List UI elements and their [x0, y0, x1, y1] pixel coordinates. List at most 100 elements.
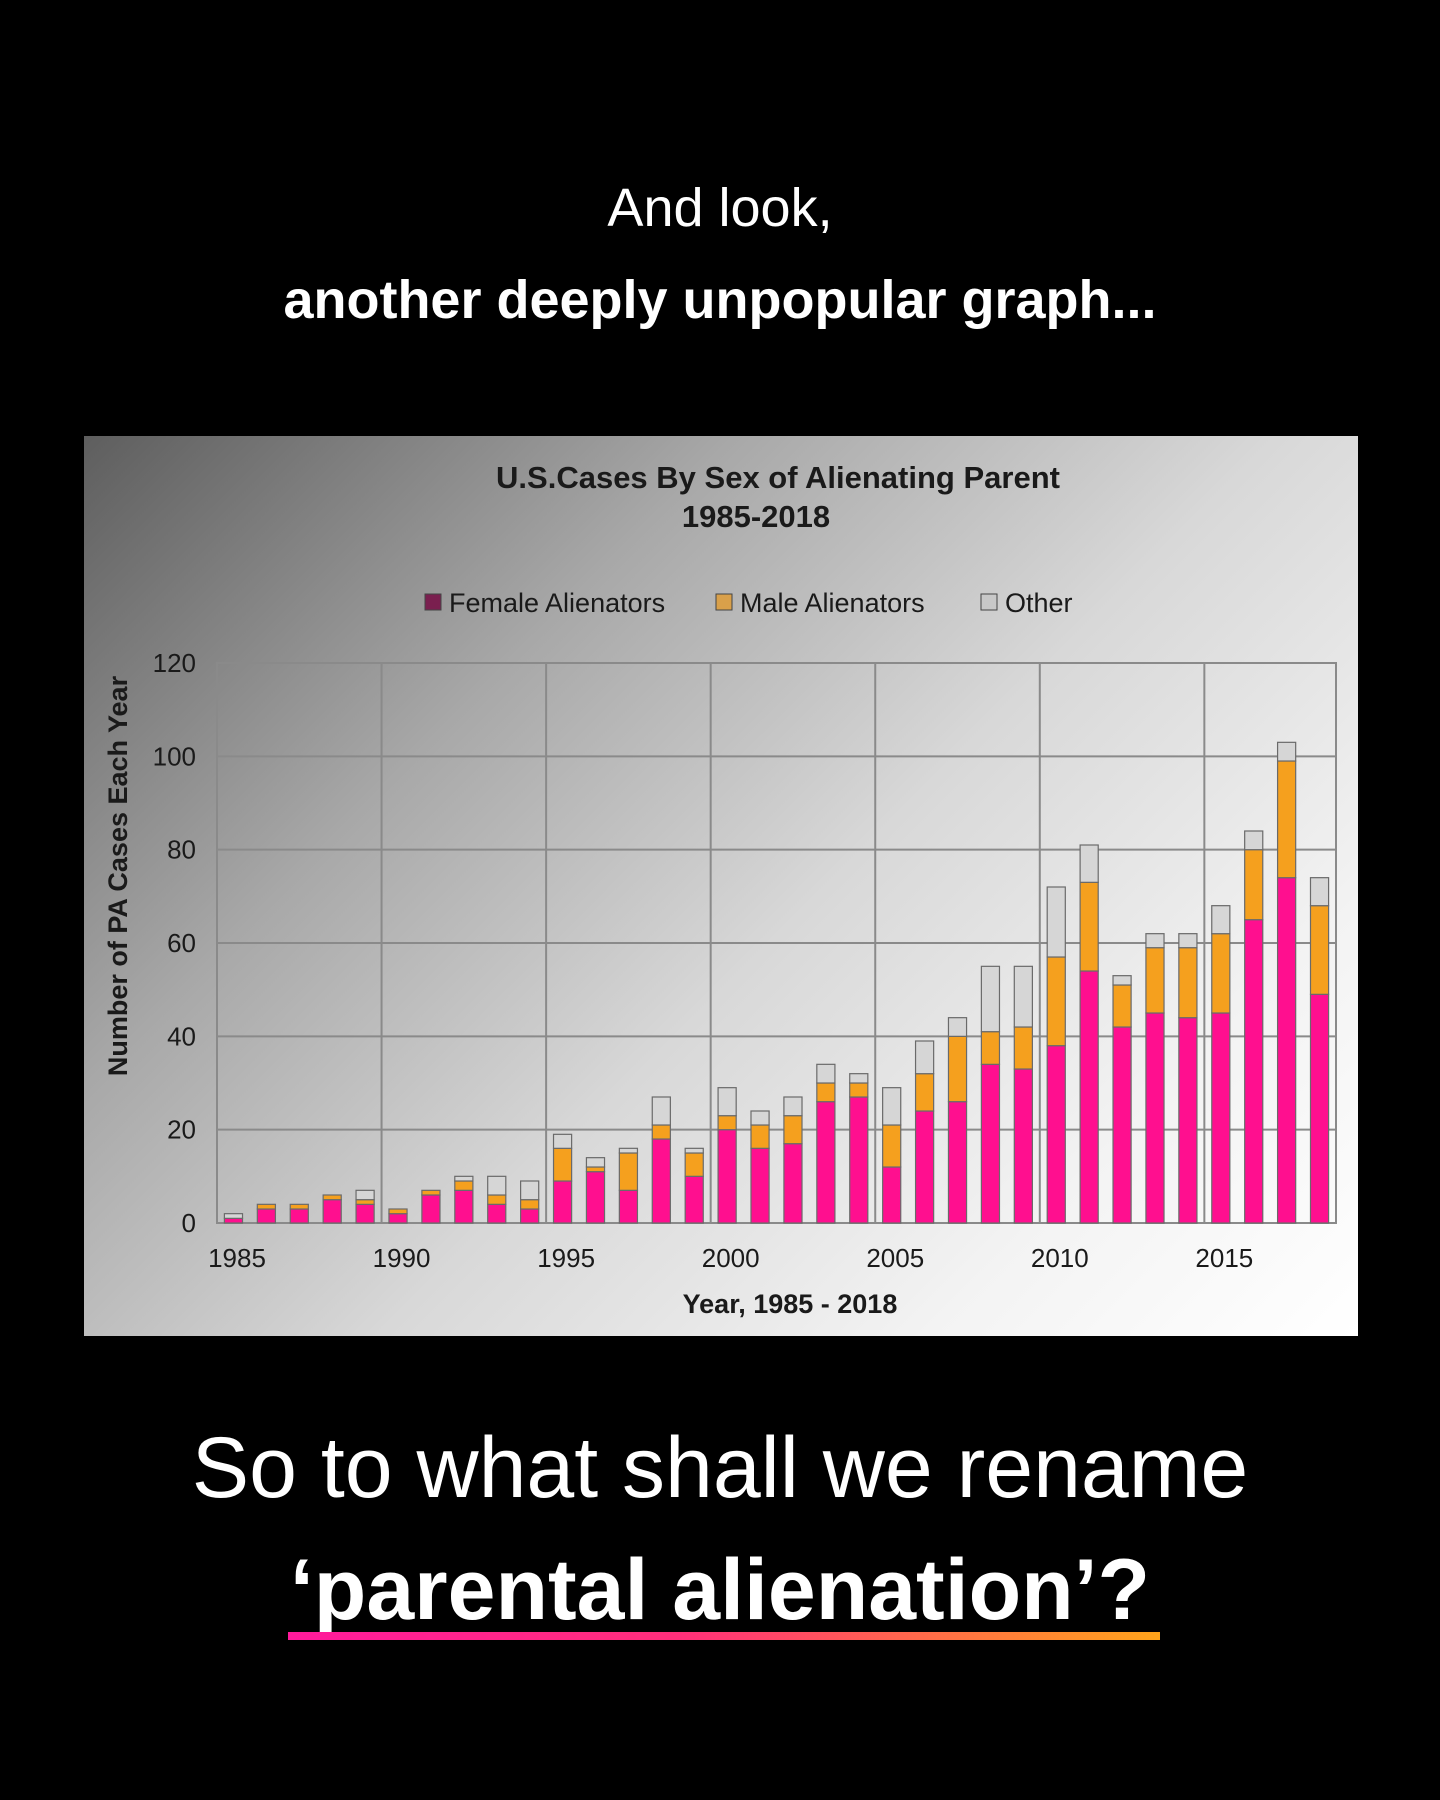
bar-other-1998 [651, 1096, 671, 1126]
bar-male-1988 [322, 1194, 342, 1201]
chart-legend: Female Alienators Male Alienators Other [424, 588, 1073, 618]
bar-male-1999 [684, 1152, 704, 1177]
bar-male-2000 [717, 1115, 737, 1131]
bar-female-2013 [1145, 1012, 1165, 1224]
bar-other-2003 [816, 1063, 836, 1084]
bar-other-2004 [849, 1073, 869, 1084]
bar-male-2012 [1112, 984, 1132, 1028]
bar-female-2008 [980, 1063, 1001, 1224]
bar-other-1999 [684, 1147, 704, 1154]
bar-male-2011 [1079, 881, 1099, 972]
bar-other-2011 [1079, 844, 1099, 883]
bar-female-2014 [1178, 1017, 1198, 1224]
bar-male-1997 [618, 1152, 639, 1191]
y-tick-label: 100 [153, 741, 196, 771]
bar-female-1999 [684, 1175, 704, 1224]
x-tick-label: 2015 [1195, 1243, 1253, 1273]
bar-female-1988 [322, 1199, 342, 1224]
bar-other-1996 [585, 1157, 606, 1168]
y-tick-label: 0 [182, 1208, 196, 1238]
x-tick-label: 2000 [702, 1243, 760, 1273]
y-tick-label: 60 [167, 928, 196, 958]
bar-other-2009 [1013, 965, 1033, 1028]
bar-male-2002 [783, 1115, 803, 1145]
bar-female-2005 [882, 1166, 902, 1224]
bar-female-1989 [355, 1203, 375, 1224]
bar-other-2014 [1178, 933, 1198, 949]
bar-other-1994 [520, 1180, 540, 1201]
bar-female-1985 [223, 1217, 244, 1224]
bar-male-1991 [421, 1189, 441, 1196]
x-tick-label: 2010 [1031, 1243, 1089, 1273]
legend-male-swatch [715, 593, 733, 611]
bar-female-1990 [388, 1213, 408, 1224]
bar-male-2009 [1013, 1026, 1033, 1070]
bar-male-2013 [1145, 947, 1165, 1014]
bar-female-1986 [256, 1208, 277, 1224]
bar-other-2006 [914, 1040, 935, 1075]
bar-female-2015 [1211, 1012, 1231, 1224]
question-line-1: So to what shall we rename [191, 1420, 1249, 1516]
bar-other-2005 [882, 1087, 902, 1126]
bar-male-2005 [882, 1124, 902, 1168]
bar-male-1992 [454, 1180, 474, 1191]
chart-panel: U.S.Cases By Sex of Alienating Parent 19… [84, 436, 1358, 1336]
bar-other-2012 [1112, 975, 1132, 986]
bar-female-2018 [1309, 993, 1330, 1224]
y-tick-label: 40 [167, 1021, 196, 1051]
chart-subtitle: 1985-2018 [682, 499, 830, 534]
bar-male-1995 [552, 1147, 573, 1182]
bar-other-1995 [552, 1133, 573, 1149]
bar-other-2000 [717, 1087, 737, 1117]
bar-male-2016 [1244, 849, 1264, 921]
bar-female-1995 [552, 1180, 573, 1224]
bar-other-1997 [618, 1147, 639, 1154]
bar-other-2017 [1276, 741, 1297, 762]
bar-other-2016 [1244, 830, 1264, 851]
y-tick-label: 120 [153, 648, 196, 678]
bar-female-2004 [849, 1096, 869, 1224]
bar-male-2018 [1309, 905, 1330, 995]
x-tick-label: 2005 [866, 1243, 924, 1273]
bar-other-2015 [1211, 905, 1231, 935]
bar-male-2006 [914, 1073, 935, 1112]
bar-female-2000 [717, 1129, 737, 1224]
bar-other-1985 [223, 1213, 244, 1219]
bar-female-2006 [914, 1110, 935, 1224]
y-axis-label: Number of PA Cases Each Year [103, 675, 133, 1076]
x-axis-ticks: 1985 1990 1995 2000 2005 2010 2015 [208, 1243, 1253, 1273]
bar-female-2007 [947, 1101, 968, 1224]
bar-male-2014 [1178, 947, 1198, 1019]
bar-other-2018 [1309, 877, 1330, 907]
bar-other-2008 [980, 965, 1001, 1033]
bar-male-2015 [1211, 933, 1231, 1014]
bar-male-1993 [487, 1194, 507, 1205]
bar-male-1990 [388, 1208, 408, 1215]
bar-female-1993 [487, 1203, 507, 1224]
bar-female-1992 [454, 1189, 474, 1224]
bar-female-2002 [783, 1143, 803, 1224]
y-axis-ticks: 0 20 40 60 80 100 120 [153, 648, 196, 1238]
bar-other-2013 [1145, 933, 1165, 949]
x-axis-label: Year, 1985 - 2018 [683, 1289, 898, 1319]
bar-male-2001 [750, 1124, 770, 1149]
bar-male-2010 [1046, 956, 1066, 1047]
bar-male-2008 [980, 1031, 1001, 1065]
legend-female-label: Female Alienators [449, 588, 665, 618]
bar-female-2010 [1046, 1045, 1066, 1224]
heading-line-1: And look, [607, 178, 833, 238]
legend-other-swatch [980, 593, 998, 611]
bar-male-2017 [1276, 760, 1297, 879]
chart-bars [223, 741, 1330, 1224]
bar-other-1989 [355, 1189, 375, 1201]
bar-male-1996 [585, 1166, 606, 1173]
bar-female-2011 [1079, 970, 1099, 1224]
x-tick-label: 1985 [208, 1243, 266, 1273]
bar-female-1994 [520, 1208, 540, 1224]
bar-other-1993 [487, 1175, 507, 1196]
bar-other-2001 [750, 1110, 770, 1126]
bar-male-2007 [947, 1035, 968, 1103]
gradient-underline [288, 1632, 1160, 1640]
y-tick-label: 80 [167, 835, 196, 865]
stacked-bar-chart: U.S.Cases By Sex of Alienating Parent 19… [103, 460, 1337, 1319]
